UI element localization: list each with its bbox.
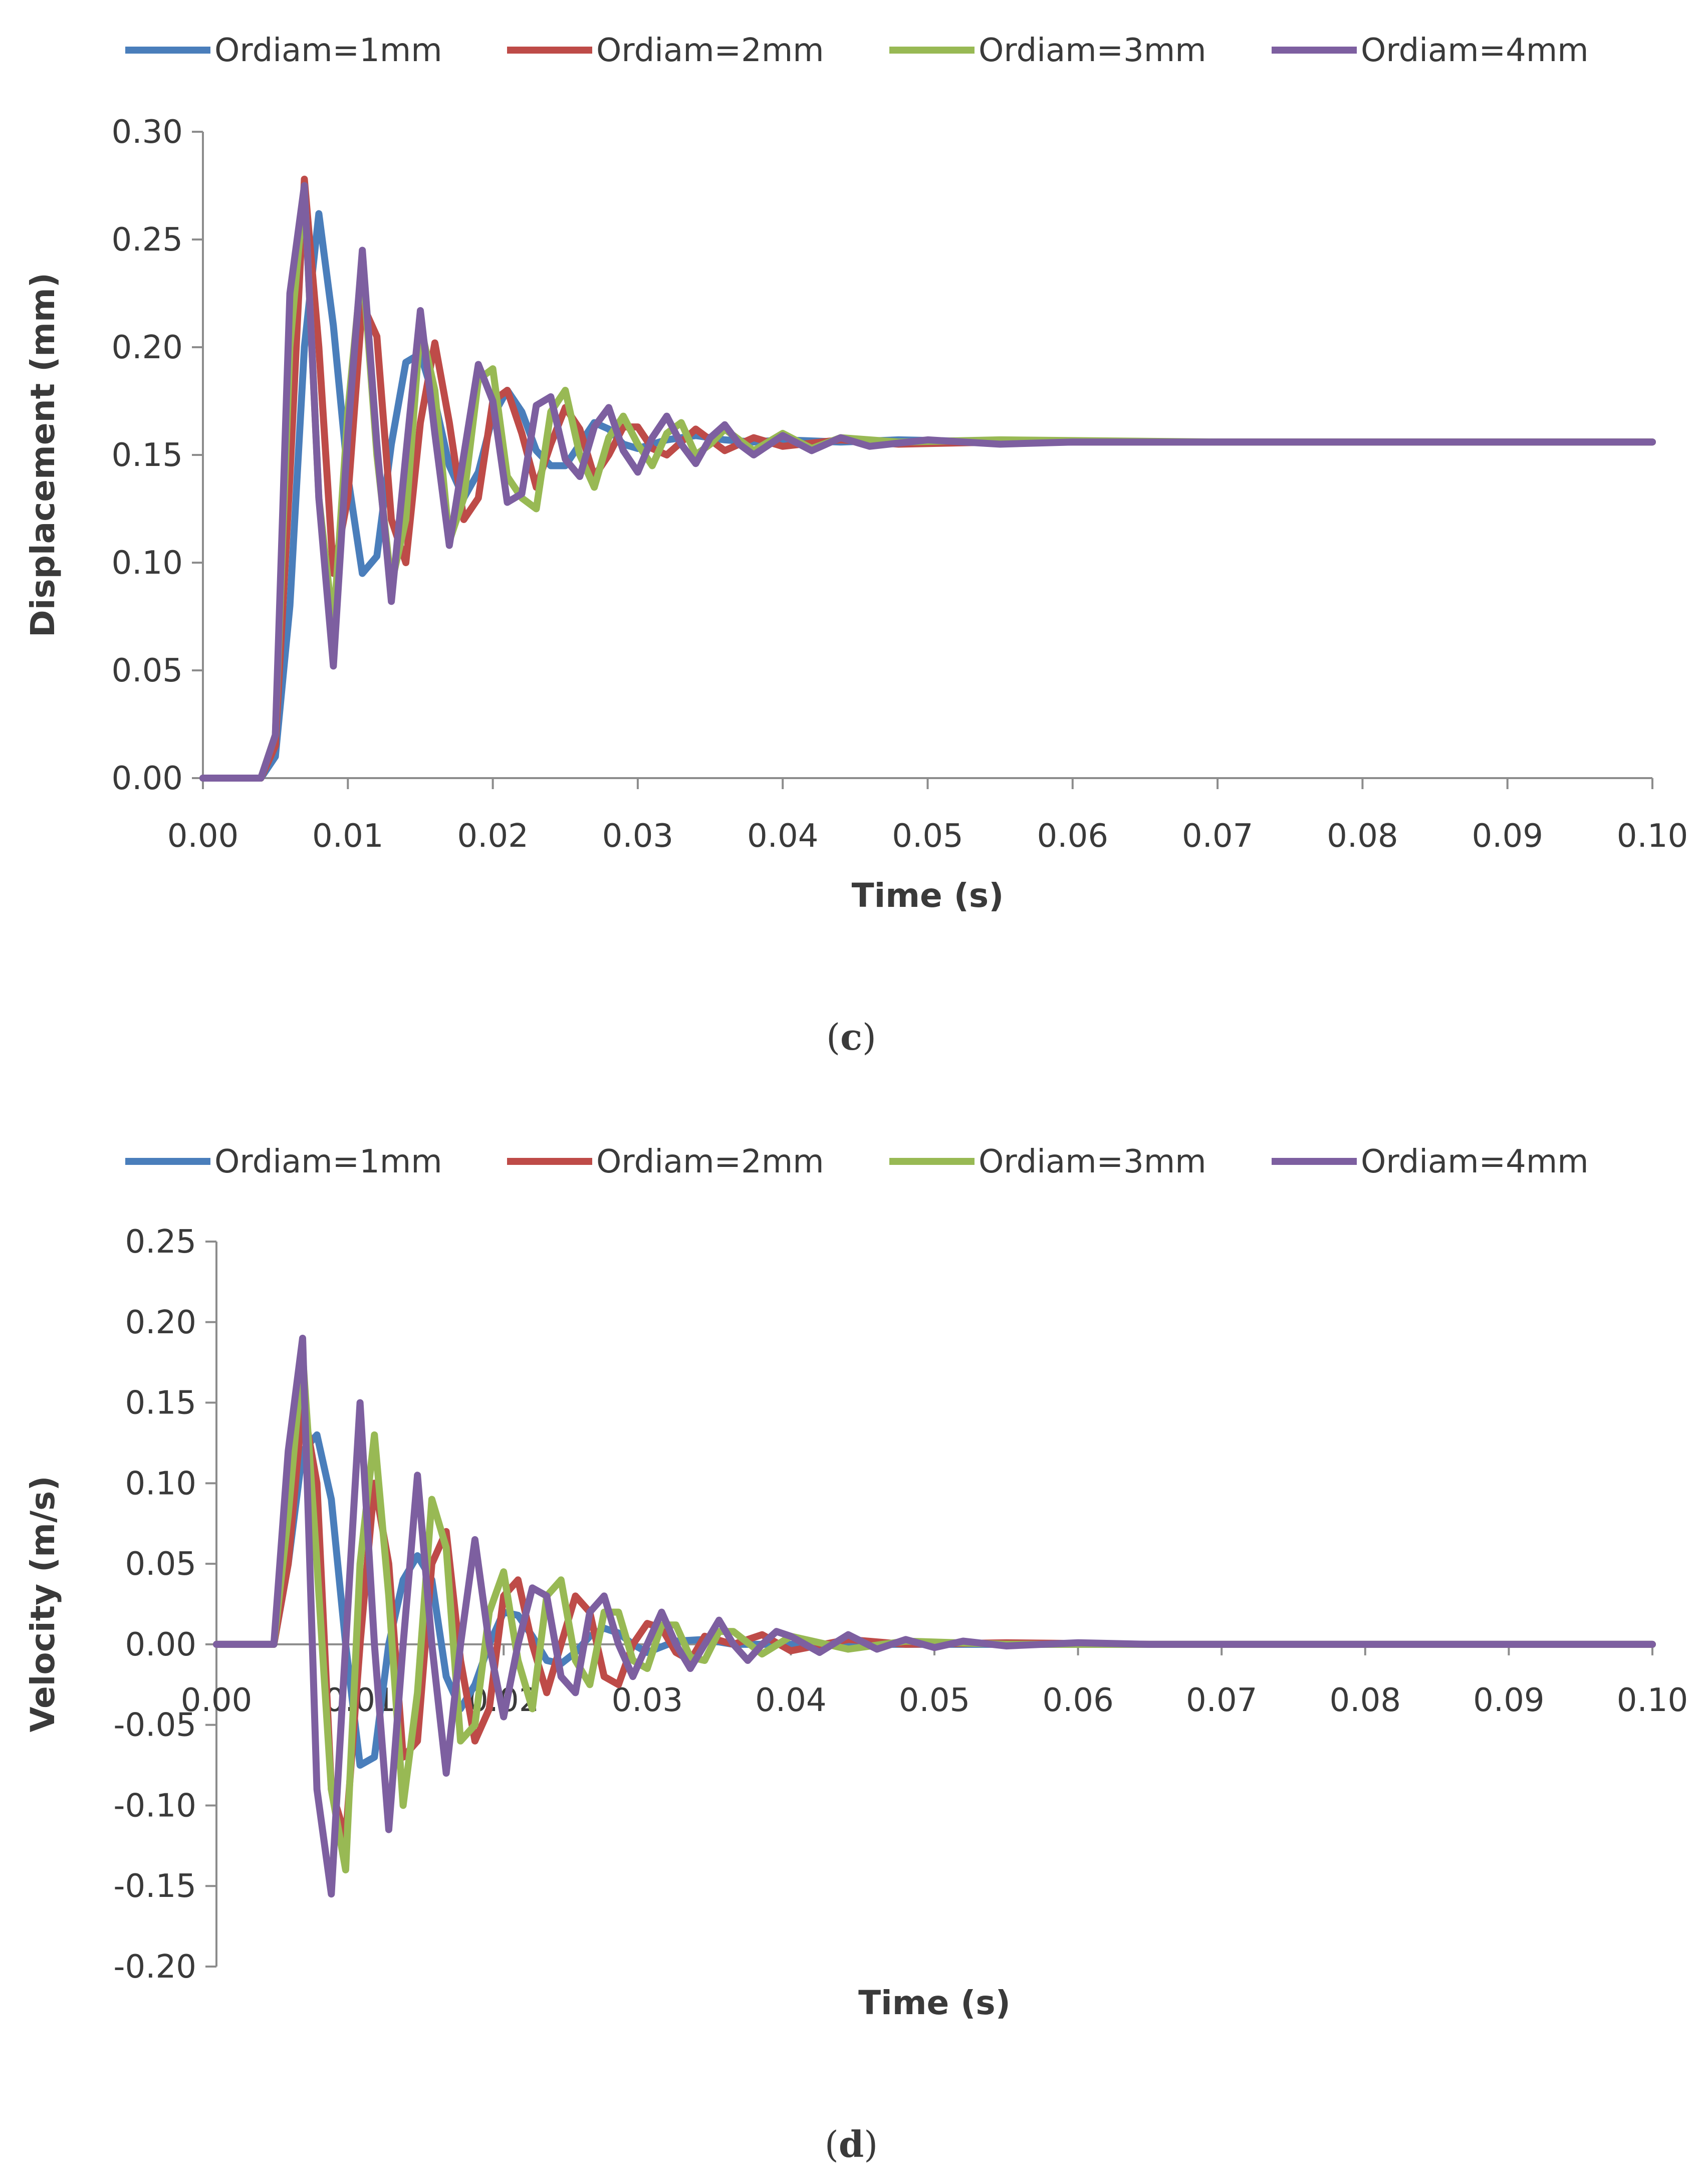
caption-c: (c) [826,1016,876,1058]
velocity-chart: Ordiam=1mm Ordiam=2mm Ordiam=3mm Ordiam=4mm… [24,1143,1688,2022]
y-tick-label: 0.15 [112,437,183,474]
x-tick-label: 0.09 [1472,818,1543,855]
y-axis-title: Velocity (m/s) [24,1476,62,1733]
y-tick-label: 0.30 [112,114,183,151]
displacement-chart: Ordiam=1mm Ordiam=2mm Ordiam=3mm Ordiam=4mm… [24,32,1688,915]
x-tick-label: 0.04 [747,818,819,855]
y-axis-title: Displacement (mm) [24,273,62,637]
legend-label: Ordiam=1mm [214,32,442,69]
y-tick-label: 0.25 [125,1224,197,1261]
x-tick-label: 0.00 [167,818,239,855]
y-tick-label: -0.15 [113,1868,196,1905]
x-tick-label: 0.07 [1182,818,1254,855]
legend-label: Ordiam=3mm [979,1143,1206,1180]
y-tick-label: 0.25 [112,221,183,259]
x-tick-label: 0.00 [181,1682,253,1719]
y-tick-label: 0.15 [125,1385,197,1422]
y-tick-label: 0.05 [125,1546,197,1583]
legend-label: Ordiam=2mm [596,32,824,69]
legend-label: Ordiam=4mm [1361,32,1589,69]
caption-d: (d) [825,2123,878,2165]
x-tick-label: 0.01 [312,818,384,855]
x-tick-label: 0.08 [1327,818,1398,855]
y-tick-label: -0.05 [113,1707,196,1744]
x-tick-label: 0.10 [1617,818,1688,855]
y-tick-label: 0.00 [125,1626,197,1663]
x-tick-label: 0.06 [1037,818,1109,855]
x-tick-label: 0.02 [457,818,529,855]
x-tick-label: 0.08 [1330,1682,1401,1719]
x-axis-title: Time (s) [852,876,1004,915]
y-tick-label: 0.20 [125,1304,197,1341]
y-tick-label: 0.10 [125,1465,197,1502]
x-axis-title: Time (s) [858,1984,1011,2022]
x-tick-label: 0.09 [1473,1682,1545,1719]
legend-label: Ordiam=3mm [979,32,1206,69]
y-tick-label: 0.00 [112,760,183,797]
legend-label: Ordiam=4mm [1361,1143,1589,1180]
y-tick-label: 0.05 [112,652,183,689]
y-tick-label: -0.10 [113,1787,196,1824]
series-line [199,182,1656,782]
legend-label: Ordiam=2mm [596,1143,824,1180]
series-line [213,1334,1656,1898]
x-tick-label: 0.05 [892,818,963,855]
y-tick-label: 0.10 [112,545,183,582]
x-tick-label: 0.03 [602,818,674,855]
y-tick-label: -0.20 [113,1949,196,1986]
x-tick-label: 0.07 [1186,1682,1258,1719]
x-tick-label: 0.06 [1042,1682,1114,1719]
x-tick-label: 0.03 [612,1682,683,1719]
series-line [199,182,1656,782]
legend-label: Ordiam=1mm [214,1143,442,1180]
x-tick-label: 0.10 [1617,1682,1688,1719]
x-tick-label: 0.05 [899,1682,970,1719]
x-tick-label: 0.04 [755,1682,827,1719]
y-tick-label: 0.20 [112,329,183,366]
series-line [199,210,1656,782]
series-line [199,175,1656,782]
